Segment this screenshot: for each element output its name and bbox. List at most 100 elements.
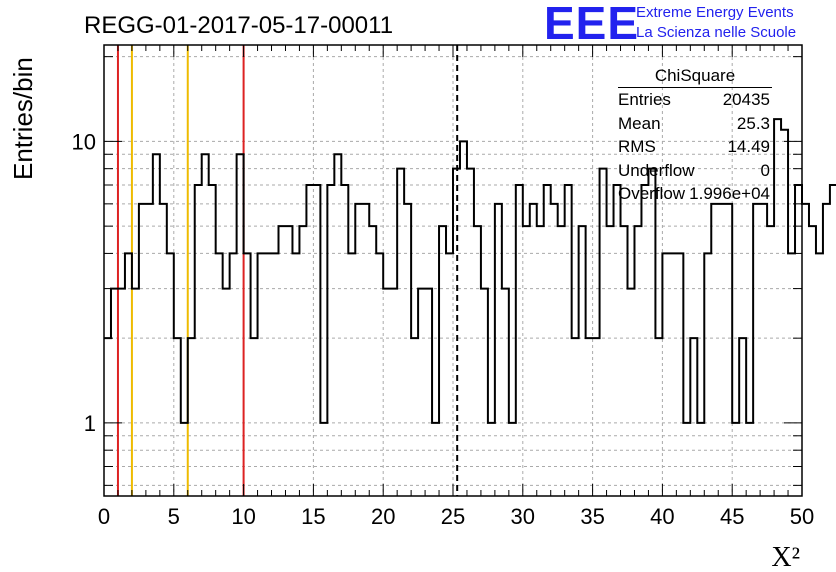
histogram-bin (418, 289, 425, 496)
histogram-bin (237, 154, 244, 496)
histogram-bin (265, 253, 272, 496)
y-tick-label: 10 (72, 129, 96, 154)
x-axis-label: X² (771, 542, 800, 572)
histogram-bin (411, 338, 418, 496)
histogram-bin (251, 338, 258, 496)
x-tick-label: 50 (790, 504, 814, 529)
histogram-bin (397, 169, 404, 496)
histogram-bin (292, 253, 299, 496)
stats-title: ChiSquare (618, 66, 772, 88)
histogram-bin (830, 185, 836, 496)
histogram-bin (209, 185, 216, 496)
histogram-bin (753, 204, 760, 496)
y-tick-label: 1 (84, 411, 96, 436)
histogram-bin (446, 253, 453, 496)
histogram-bin (362, 204, 369, 496)
histogram-bin (327, 185, 334, 496)
histogram-bin (767, 226, 774, 496)
tick-labels: 0 5 10 15 20 25 30 35 40 45 50 1 10 (72, 129, 815, 529)
histogram-bin (188, 338, 195, 496)
histogram-bin (607, 226, 614, 496)
histogram-bin (299, 226, 306, 496)
x-tick-label: 30 (511, 504, 535, 529)
histogram-bin (579, 226, 586, 496)
histogram-bin (495, 204, 502, 496)
histogram-bin (648, 169, 655, 496)
x-tick-label: 10 (231, 504, 255, 529)
eee-logo: EEE Extreme Energy Events La Scienza nel… (544, 0, 834, 49)
stats-value: 0 (760, 160, 770, 180)
histogram-bin (125, 253, 132, 496)
histogram-bin (725, 204, 732, 496)
chart-title: REGG-01-2017-05-17-00011 (84, 12, 394, 39)
stats-value: 14.49 (727, 137, 770, 156)
histogram-bin (132, 289, 139, 496)
stats-row-underflow: Underflow 0 (612, 159, 780, 183)
histogram-bin (621, 226, 628, 496)
histogram-bin (537, 226, 544, 496)
stats-label: Underflow (618, 160, 695, 180)
stats-label: Overflow (618, 184, 686, 203)
histogram-bin (739, 338, 746, 496)
histogram-bin (348, 253, 355, 496)
histogram-bin (669, 253, 676, 496)
histogram-bin (160, 204, 167, 496)
histogram-bin (593, 338, 600, 496)
histogram-bin (467, 169, 474, 496)
histogram-bin (195, 185, 202, 496)
histogram-bin (334, 154, 341, 496)
histogram-bin (795, 185, 802, 496)
x-tick-label: 35 (580, 504, 604, 529)
histogram-bin (153, 154, 160, 496)
stats-row-entries: Entries 20435 (612, 88, 780, 112)
x-tick-label: 0 (98, 504, 110, 529)
histogram-bin (502, 289, 509, 496)
histogram-bin (230, 253, 237, 496)
histogram-bin (383, 289, 390, 496)
histogram-bin (306, 185, 313, 496)
histogram-bin (516, 185, 523, 496)
histogram-bin (390, 289, 397, 496)
x-tick-label: 20 (371, 504, 395, 529)
stats-label: Entries (618, 90, 671, 109)
histogram-bin (174, 338, 181, 496)
histogram-bin (634, 226, 641, 496)
histogram-bin (272, 253, 279, 496)
histogram-bin (718, 204, 725, 496)
marker-lines (116, 45, 459, 496)
histogram-bin (614, 185, 621, 496)
histogram-bin (690, 338, 697, 496)
histogram-bin (425, 289, 432, 496)
histogram-bin (369, 226, 376, 496)
x-tick-label: 45 (720, 504, 744, 529)
histogram-bin (285, 226, 292, 496)
histogram-bin (223, 289, 230, 496)
histogram-bin (439, 226, 446, 496)
histogram-bin (460, 141, 467, 496)
histogram-bin (551, 204, 558, 496)
histogram-bin (474, 226, 481, 496)
x-tick-label: 5 (168, 504, 180, 529)
histogram-bin (404, 204, 411, 496)
histogram-bin (167, 253, 174, 496)
histogram-bin (586, 338, 593, 496)
histogram-bin (544, 185, 551, 496)
stats-row-rms: RMS 14.49 (612, 135, 780, 159)
x-tick-label: 40 (650, 504, 674, 529)
histogram-bin (823, 204, 830, 496)
stats-value: 25.3 (736, 113, 770, 133)
stats-box: ChiSquare Entries 20435 Mean 25.3 RMS 14… (612, 66, 780, 206)
histogram-bin (202, 154, 209, 496)
histogram-bin (788, 253, 795, 496)
histogram-bin (628, 289, 635, 496)
x-tick-label: 15 (301, 504, 325, 529)
histogram-bin (600, 169, 607, 496)
histogram-bin (802, 204, 809, 496)
ticks (103, 45, 803, 496)
histogram-bin (279, 226, 286, 496)
histogram-bin (118, 289, 125, 496)
histogram-bin (376, 253, 383, 496)
histogram-bin (104, 338, 111, 496)
y-axis-label: Entries/bin (8, 57, 38, 180)
